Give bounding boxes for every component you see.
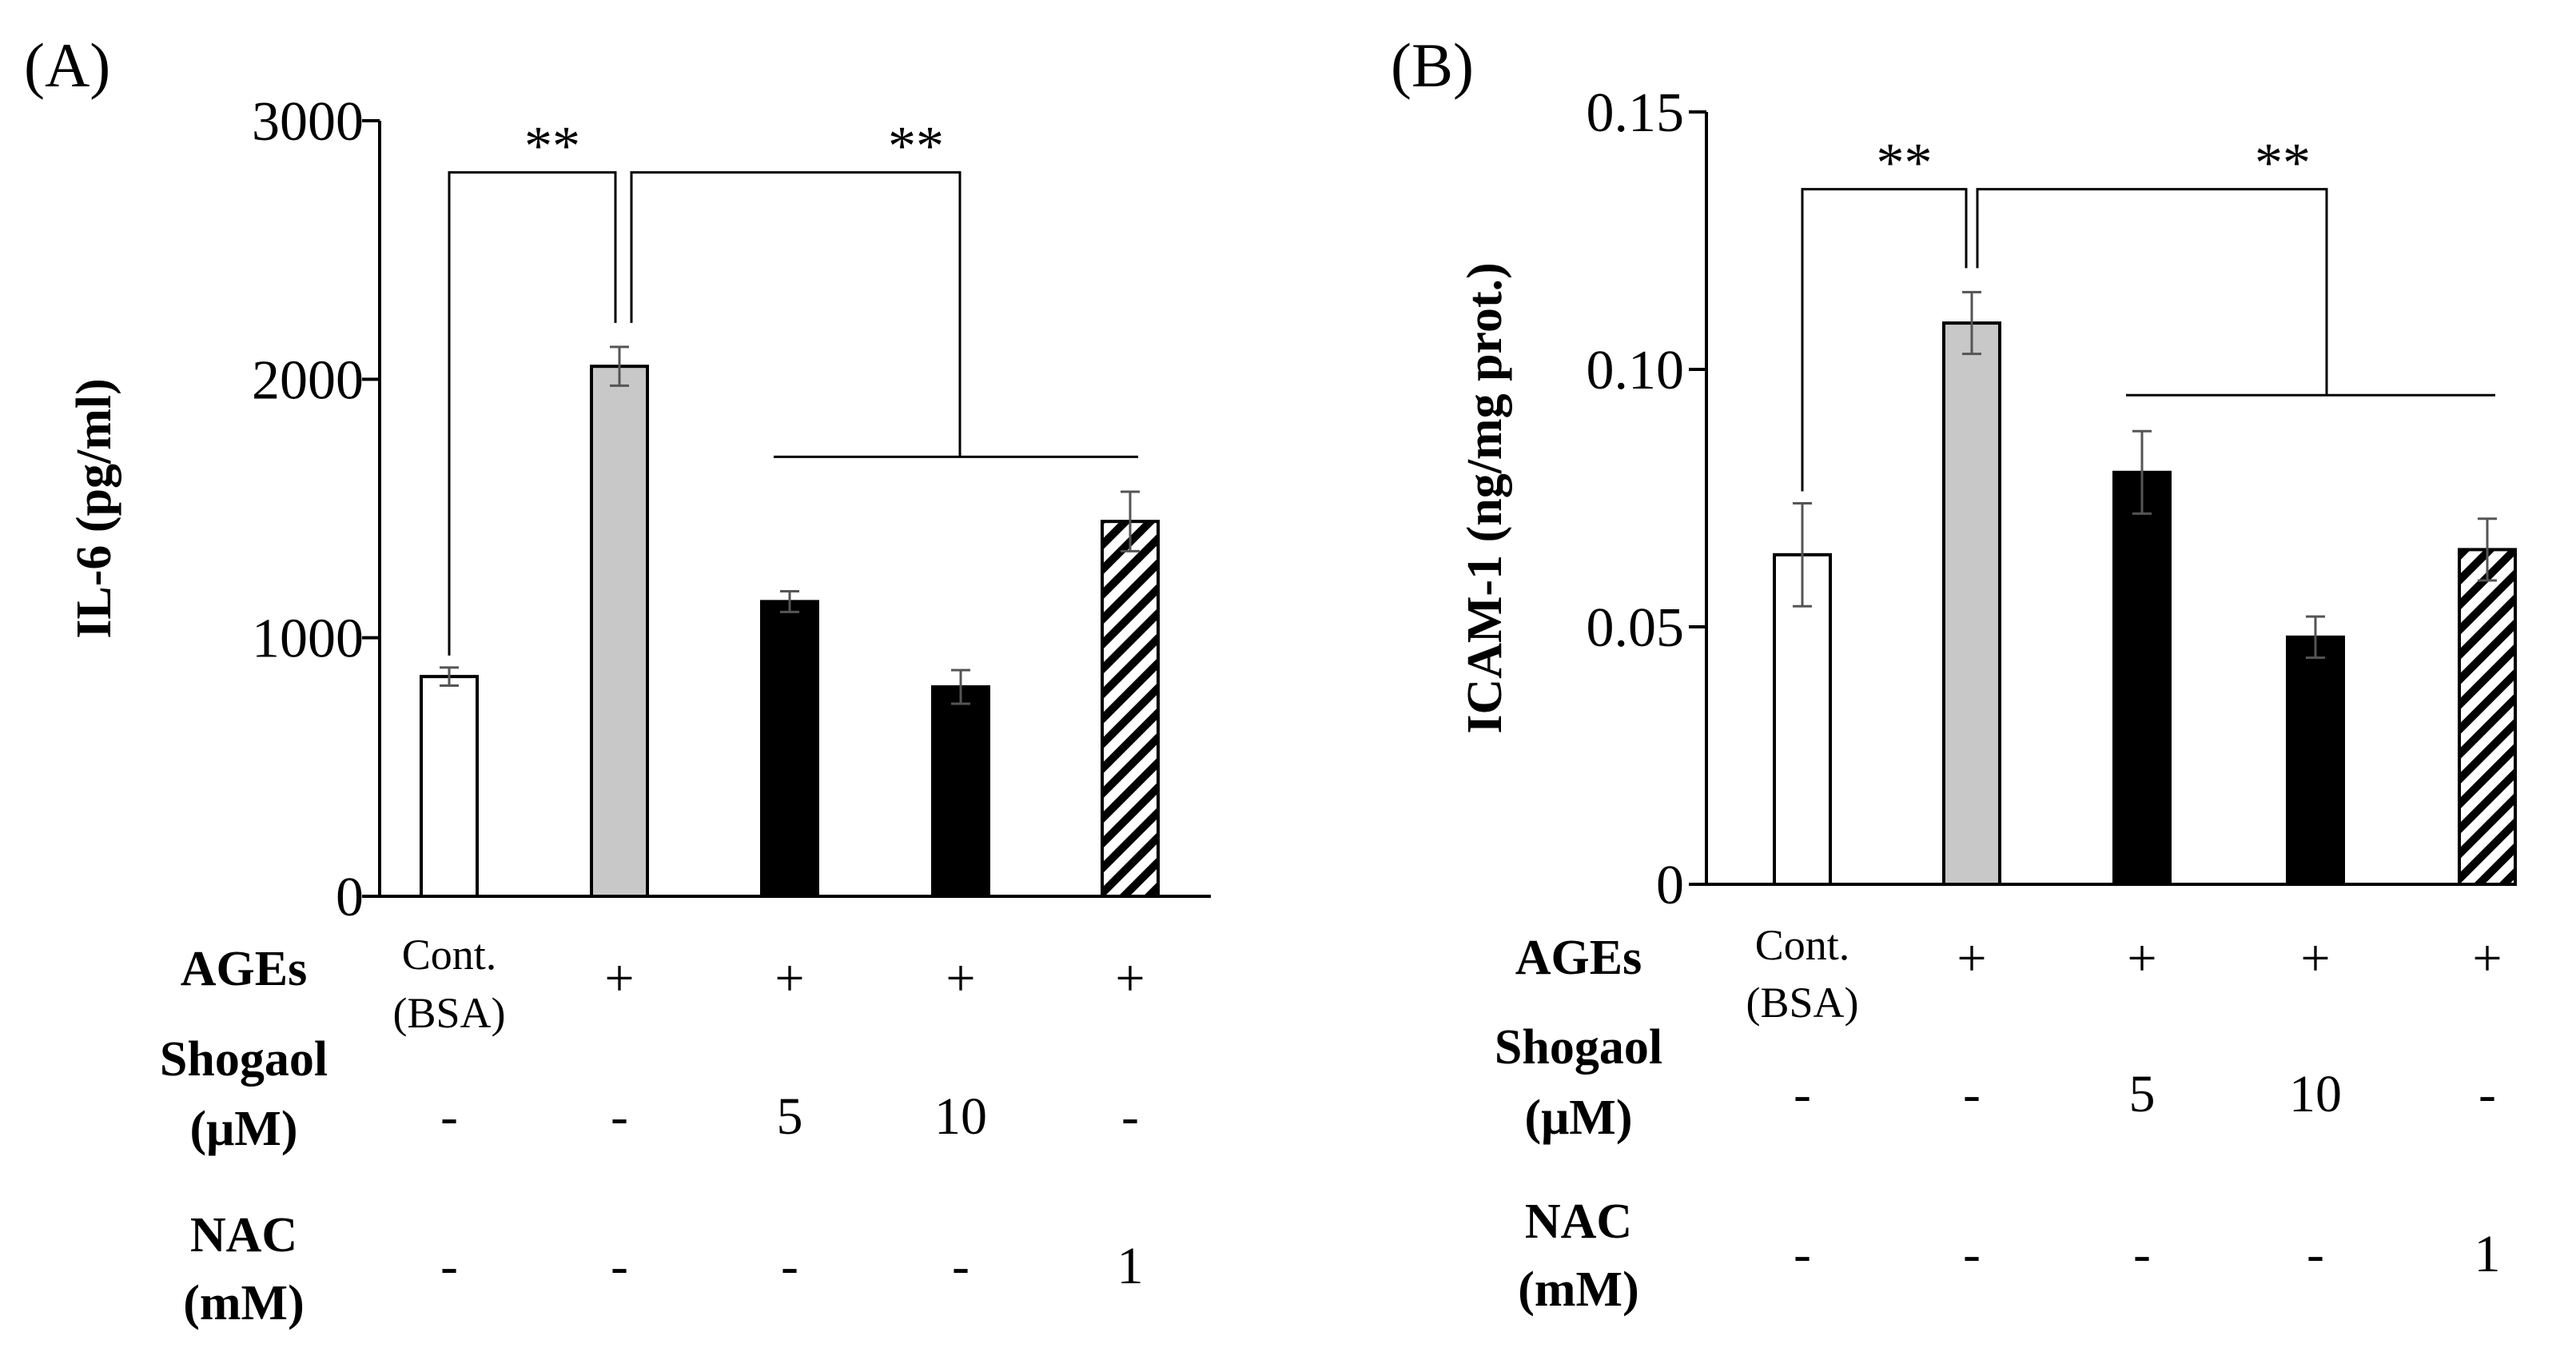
bar (1942, 321, 2001, 887)
significance-bracket (1976, 188, 2328, 396)
condition-value: - (2307, 1225, 2324, 1283)
y-tick-label: 2000 (252, 349, 364, 411)
significance-label: ** (888, 116, 944, 177)
condition-value: + (2300, 929, 2330, 987)
condition-value: - (1794, 1065, 1811, 1123)
condition-value: + (604, 949, 634, 1007)
bar (2112, 470, 2172, 886)
y-axis-title: IL-6 (pg/ml) (67, 378, 121, 639)
bar (2286, 635, 2345, 886)
condition-label: Shogaol (160, 1032, 328, 1087)
condition-value: - (1963, 1225, 1981, 1283)
condition-value: + (2472, 929, 2502, 987)
bar (2458, 548, 2517, 887)
condition-value: - (440, 1087, 458, 1146)
panel-label: (A) (24, 30, 110, 100)
significance-bracket (1801, 188, 1968, 492)
bar (1101, 520, 1160, 899)
condition-label: (mM) (183, 1276, 304, 1330)
condition-value: - (781, 1237, 798, 1295)
condition-value: + (946, 949, 975, 1007)
condition-value: (BSA) (1746, 979, 1858, 1027)
condition-label: (μM) (190, 1102, 298, 1156)
condition-label: (mM) (1518, 1262, 1638, 1317)
significance-bracket (448, 171, 617, 656)
y-tick-label: 3000 (252, 91, 364, 153)
condition-value: (BSA) (392, 989, 505, 1037)
condition-value: 10 (934, 1087, 987, 1146)
condition-value: + (774, 949, 804, 1007)
condition-label: NAC (1525, 1195, 1632, 1249)
bar (420, 675, 479, 899)
condition-value: 1 (1117, 1237, 1144, 1295)
bar (1773, 552, 1832, 887)
condition-value: - (440, 1237, 458, 1295)
significance-label: ** (2255, 133, 2311, 194)
condition-value: + (1115, 949, 1145, 1007)
condition-value: Cont. (402, 931, 497, 979)
condition-value: + (1957, 929, 1986, 987)
condition-value: - (1794, 1225, 1811, 1283)
bar (760, 600, 819, 899)
condition-value: - (1963, 1065, 1981, 1123)
condition-value: + (2127, 929, 2156, 987)
panel-label: (B) (1391, 30, 1474, 100)
bar (931, 685, 990, 898)
significance-label: ** (524, 116, 580, 177)
condition-label: AGEs (181, 942, 307, 996)
y-tick-label: 1000 (252, 608, 364, 670)
y-axis-title: ICAM-1 (ng/mg prot.) (1458, 262, 1512, 734)
condition-value: Cont. (1755, 921, 1850, 969)
condition-value: - (952, 1237, 969, 1295)
condition-value: 10 (2289, 1065, 2342, 1123)
condition-value: 5 (2129, 1065, 2156, 1123)
condition-value: - (2133, 1225, 2151, 1283)
y-tick-label: 0.05 (1587, 597, 1685, 659)
condition-value: - (611, 1087, 628, 1146)
condition-label: (μM) (1525, 1091, 1633, 1145)
bar (590, 365, 649, 898)
significance-label: ** (1877, 133, 1933, 194)
condition-value: - (1121, 1087, 1139, 1146)
y-tick-label: 0 (1656, 855, 1684, 916)
y-tick-label: 0 (336, 867, 364, 928)
y-tick-label: 0.15 (1587, 82, 1685, 144)
condition-label: Shogaol (1495, 1020, 1662, 1075)
significance-bracket (630, 171, 962, 457)
y-tick-label: 0.10 (1587, 340, 1685, 401)
condition-value: 5 (777, 1087, 803, 1146)
condition-label: AGEs (1515, 931, 1642, 985)
condition-value: - (2478, 1065, 2496, 1123)
panel-a: (A) 0 1000 2000 3000 IL-6 (pg/ml) ** ** AGEs Cont… (24, 30, 1211, 1330)
condition-label: NAC (190, 1208, 297, 1262)
condition-value: 1 (2474, 1225, 2501, 1283)
panel-b: (B) 0 0.05 0.10 0.15 ICAM-1 (ng/mg prot.) ** **… (1391, 30, 2517, 1317)
condition-value: - (611, 1237, 628, 1295)
